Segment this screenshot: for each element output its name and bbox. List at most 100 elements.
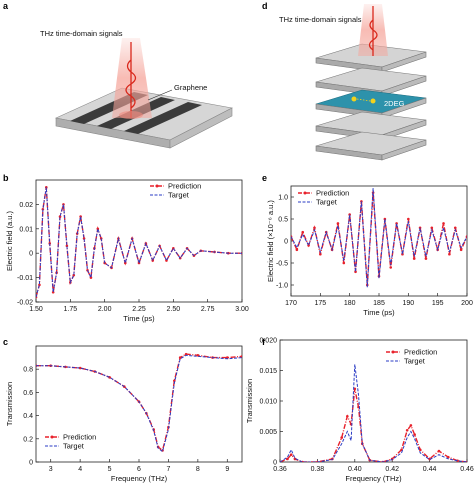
data-point	[354, 270, 357, 274]
legend-marker	[50, 435, 54, 439]
x-axis-label: Frequency (THz)	[111, 474, 168, 483]
legend-label: Target	[316, 198, 338, 207]
legend-label: Prediction	[168, 182, 201, 191]
x-tick-label: 180	[344, 300, 356, 307]
y-tick-label: -1.0	[276, 283, 288, 290]
data-point	[383, 217, 387, 221]
x-tick-label: 0.40	[348, 466, 362, 473]
series-area	[291, 188, 467, 288]
data-point	[405, 428, 409, 432]
panel-letter-e: e	[262, 173, 267, 183]
panel-a: a THz time-domain signals Graphene	[3, 1, 233, 149]
panel-d: d THz time-domain signals 2DEG	[262, 1, 427, 161]
plot-frame	[35, 179, 243, 303]
data-point	[437, 449, 441, 453]
data-point	[430, 226, 434, 230]
data-point	[184, 352, 188, 356]
x-tick-label: 185	[373, 300, 385, 307]
data-point	[240, 355, 242, 358]
data-point	[319, 252, 322, 256]
y-tick-label: -0.01	[17, 275, 33, 282]
legend-label: Prediction	[404, 348, 437, 357]
data-point	[409, 424, 413, 427]
2deg-label: 2DEG	[384, 99, 405, 108]
data-point	[407, 217, 410, 221]
x-tick-label: 175	[314, 300, 326, 307]
panel-letter-f: f	[262, 337, 266, 347]
chart-panel-b: b 1.50 1.75 2.00 2.25 2.50 2.75 3.00 -0.02 -0.01 0…	[3, 173, 249, 323]
data-point	[286, 457, 289, 461]
data-point	[348, 213, 351, 216]
x-tick-label: 190	[402, 300, 414, 307]
x-axis-label: Time (ps)	[123, 314, 155, 323]
x-axis-label: Frequency (THz)	[345, 474, 402, 483]
x-tick-label: 0.38	[311, 466, 325, 473]
y-tick-label: -0.5	[276, 261, 288, 268]
electron-icon	[370, 98, 376, 104]
legend-marker	[391, 350, 395, 354]
panel-letter-c: c	[3, 337, 8, 347]
data-point	[295, 248, 299, 252]
y-tick-label: 0.005	[259, 429, 277, 436]
data-point	[447, 455, 450, 459]
data-point	[178, 356, 182, 359]
data-point	[395, 222, 398, 225]
data-point	[448, 252, 451, 256]
data-point	[301, 230, 305, 234]
y-tick-label: 0.4	[23, 413, 33, 420]
legend-label: Target	[63, 442, 85, 451]
data-point	[453, 226, 457, 230]
chart-panel-e: e 170 175 180 185 190 195 200 -1.0 -0.5 0 0.5 1.0 Tim…	[262, 173, 473, 317]
data-point	[293, 457, 297, 461]
y-tick-label: 0.02	[19, 202, 33, 209]
y-tick-label: 0.01	[19, 226, 33, 233]
signal-label-a: THz time-domain signals	[40, 29, 123, 38]
graphene-ribbon	[124, 102, 202, 134]
y-tick-label: 0.6	[23, 390, 33, 397]
graphene-pointer	[147, 89, 173, 101]
x-tick-label: 0.46	[460, 466, 474, 473]
data-point	[78, 366, 82, 370]
x-tick-label: 0.36	[273, 466, 287, 473]
series-area	[36, 352, 242, 453]
data-point	[196, 353, 200, 357]
electron-icon	[351, 96, 357, 102]
legend-label: Target	[168, 191, 190, 200]
y-tick-label: 1.0	[278, 195, 288, 202]
y-tick-label: 0.8	[23, 367, 33, 374]
data-point	[442, 222, 445, 225]
legend-marker	[303, 191, 307, 195]
y-tick-label: 0	[29, 460, 33, 467]
layer-stack	[315, 43, 427, 161]
data-point	[51, 290, 55, 294]
data-point	[456, 459, 459, 462]
y-tick-label: 0.010	[259, 399, 277, 406]
data-point	[412, 257, 416, 260]
y-tick-label: 0.015	[259, 368, 277, 375]
chart-panel-f: f 0.36 0.38 0.40 0.42 0.44 0.46 0 0.005 0.010 0.01…	[245, 337, 474, 483]
x-tick-label: 0.44	[423, 466, 437, 473]
legend-marker	[155, 184, 159, 188]
thz-waveform-icon	[368, 6, 378, 56]
x-tick-label: 1.50	[29, 306, 43, 313]
x-tick-label: 195	[432, 300, 444, 307]
graphene-label: Graphene	[174, 83, 207, 92]
x-tick-label: 4	[78, 466, 82, 473]
x-tick-label: 0.42	[385, 466, 399, 473]
x-axis-label: Time (ps)	[363, 308, 395, 317]
x-tick-label: 6	[137, 466, 141, 473]
x-tick-label: 7	[166, 466, 170, 473]
x-tick-label: 5	[108, 466, 112, 473]
x-tick-label: 3	[49, 466, 53, 473]
x-tick-label: 3.00	[235, 306, 249, 313]
x-tick-label: 2.25	[132, 306, 146, 313]
signal-label-d: THz time-domain signals	[279, 15, 362, 24]
data-point	[65, 244, 69, 248]
plot-frame	[279, 339, 468, 463]
panel-letter-b: b	[3, 173, 9, 183]
data-point	[82, 237, 86, 240]
x-tick-label: 2.75	[201, 306, 215, 313]
series-area	[36, 186, 242, 299]
y-axis-label: Transmission	[245, 379, 254, 423]
